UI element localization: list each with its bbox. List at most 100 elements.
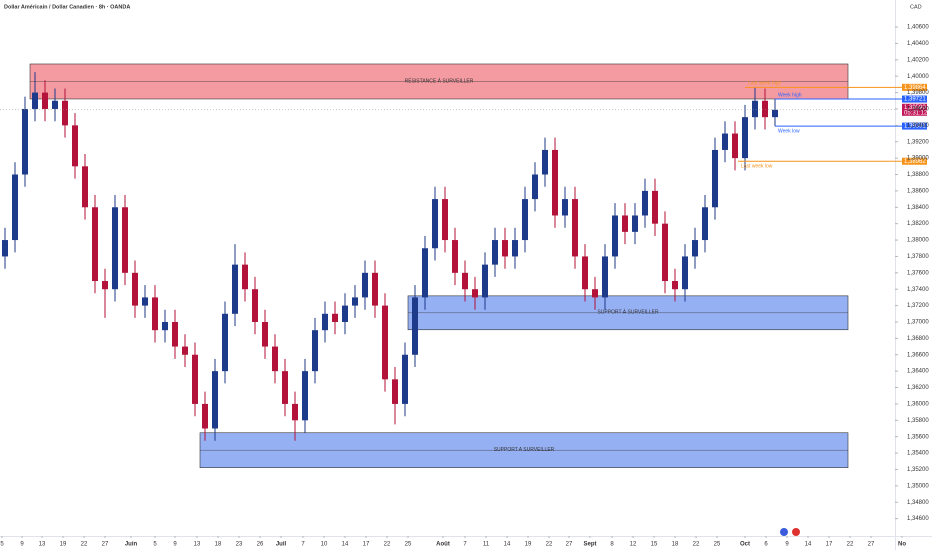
- candle-body: [122, 207, 128, 273]
- candle-body: [72, 125, 78, 167]
- candle-body: [622, 215, 628, 232]
- y-tick-label: 1,38600: [907, 188, 929, 194]
- x-tick-label: 10: [321, 542, 328, 548]
- x-tick-label: 11: [483, 542, 490, 548]
- candle-body: [172, 321, 178, 347]
- candle-body: [642, 190, 648, 216]
- x-tick-label: 5: [0, 542, 4, 548]
- last-price-box: [902, 103, 927, 116]
- zone-label: RÉSISTANCE À SURVEILLER: [405, 77, 474, 84]
- x-tick-label: 14: [805, 542, 812, 548]
- zone-label: SUPPORT À SURVEILLER: [597, 309, 659, 316]
- candle-body: [452, 240, 458, 273]
- event-icon[interactable]: [792, 528, 800, 536]
- x-tick-label: 25: [714, 542, 721, 548]
- level-label: 1,39721: [904, 97, 926, 103]
- candle-body: [82, 166, 88, 208]
- x-tick-label: 22: [384, 542, 391, 548]
- x-tick-label: 9: [173, 542, 177, 548]
- x-tick-label: 25: [405, 542, 412, 548]
- x-tick-label: 19: [60, 542, 67, 548]
- candle-body: [482, 264, 488, 298]
- y-tick-label: 1,36000: [907, 401, 929, 407]
- candle-body: [312, 330, 318, 372]
- candle-body: [392, 379, 398, 404]
- x-tick-label: 17: [363, 542, 370, 548]
- y-tick-label: 1,39000: [907, 156, 929, 162]
- y-tick-label: 1,36800: [907, 336, 929, 342]
- x-tick-label: 18: [672, 542, 679, 548]
- event-icon[interactable]: [780, 528, 788, 536]
- candle-body: [362, 272, 368, 298]
- x-tick-label: 19: [525, 542, 532, 548]
- candle-body: [652, 190, 658, 224]
- candle-body: [732, 133, 738, 159]
- y-tick-label: 1,35400: [907, 451, 929, 457]
- candle-body: [322, 313, 328, 331]
- candle-body: [472, 289, 478, 298]
- candle-body: [222, 313, 228, 372]
- x-tick-label: 7: [463, 542, 467, 548]
- y-tick-label: 1,37800: [907, 254, 929, 260]
- candle-body: [292, 403, 298, 421]
- candle-body: [102, 281, 108, 290]
- candle-body: [412, 297, 418, 355]
- candle-body: [92, 207, 98, 282]
- level-name: Last week low: [741, 164, 773, 170]
- level-box: [902, 95, 927, 103]
- x-tick-label: 26: [257, 542, 264, 548]
- level-label: 1,39391: [904, 124, 926, 130]
- x-tick-label: 14: [504, 542, 511, 548]
- candle-body: [162, 321, 168, 331]
- y-tick-label: 1,40600: [907, 25, 929, 31]
- candle-body: [32, 92, 38, 109]
- x-tick-label: 13: [194, 542, 201, 548]
- y-tick-label: 1,38800: [907, 172, 929, 178]
- candle-body: [542, 149, 548, 175]
- x-tick-label: 9: [785, 542, 789, 548]
- candle-body: [772, 109, 778, 118]
- x-tick-label: 22: [693, 542, 700, 548]
- layer-candles: [2, 72, 778, 441]
- layer-zones: RÉSISTANCE À SURVEILLER SUPPORT À SURVEIL…: [29, 63, 849, 468]
- candle-body: [252, 289, 258, 322]
- x-tick-label: 15: [651, 542, 658, 548]
- x-tick-label: Sept: [583, 542, 596, 548]
- x-tick-label: 13: [39, 542, 46, 548]
- currency-label: CAD: [910, 4, 922, 10]
- y-tick-label: 1,34600: [907, 516, 929, 522]
- layer-axes: 1,34600 1,34800 1,35000 1,35200 1,35400 1,356…: [0, 25, 929, 548]
- x-tick-label: Juil: [276, 542, 287, 548]
- candle-body: [572, 199, 578, 257]
- candle-body: [192, 354, 198, 404]
- level-box: [902, 83, 927, 91]
- candle-body: [242, 264, 248, 290]
- candle-body: [422, 248, 428, 298]
- y-tick-label: 1,38000: [907, 238, 929, 244]
- x-tick-label: Juin: [125, 542, 138, 548]
- candle-body: [402, 354, 408, 404]
- y-tick-label: 1,37200: [907, 303, 929, 309]
- y-tick-label: 1,40000: [907, 74, 929, 80]
- candle-body: [602, 256, 608, 298]
- candle-body: [532, 174, 538, 200]
- candle-body: [332, 313, 338, 322]
- x-tick-label: 27: [566, 542, 573, 548]
- candle-body: [132, 272, 138, 306]
- candle-body: [282, 371, 288, 404]
- y-tick-label: 1,39800: [907, 90, 929, 96]
- y-tick-label: 1,39400: [907, 123, 929, 129]
- y-tick-label: 1,35000: [907, 483, 929, 489]
- candle-body: [52, 100, 58, 109]
- candle-body: [442, 199, 448, 241]
- x-tick-label: 17: [826, 542, 833, 548]
- candle-body: [22, 108, 28, 175]
- candle-body: [522, 199, 528, 241]
- y-tick-label: 1,37600: [907, 270, 929, 276]
- last-price-countdown: 05:31:12: [904, 110, 928, 116]
- candle-body: [12, 174, 18, 241]
- candle-body: [42, 92, 48, 109]
- candle-body: [552, 149, 558, 216]
